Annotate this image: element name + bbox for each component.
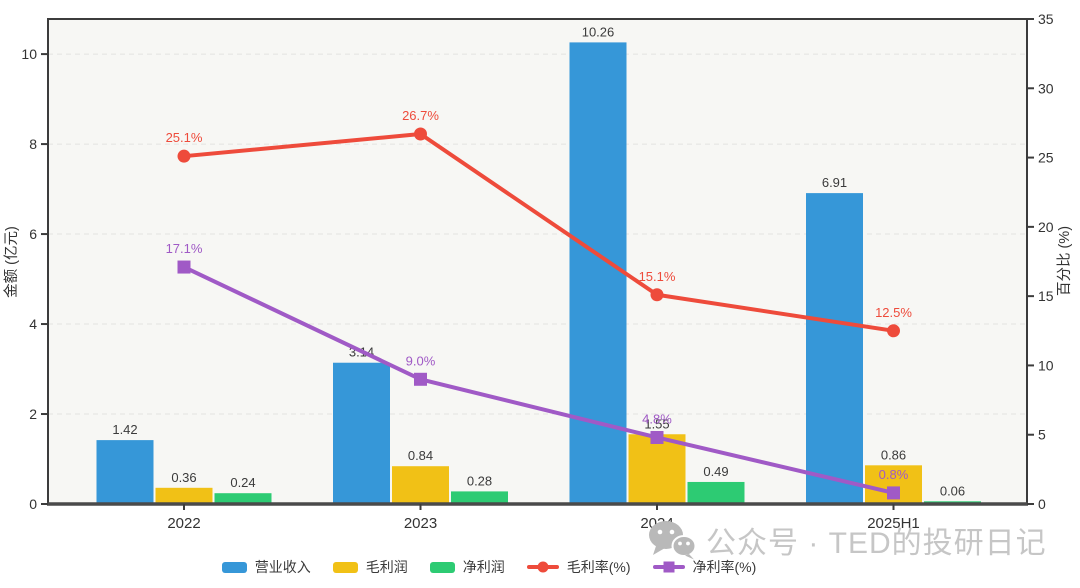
- legend-label: 净利润: [462, 559, 505, 575]
- chart-legend: 营业收入 毛利润 净利润 毛利率(%) 净利率(%): [0, 557, 1080, 577]
- marker-square: [650, 430, 664, 444]
- right-tick-label: 30: [1038, 80, 1054, 96]
- bar-value-label: 0.28: [467, 473, 492, 488]
- legend-label: 毛利润: [365, 559, 408, 575]
- legend-label: 营业收入: [254, 559, 311, 575]
- legend-swatch: [221, 561, 247, 573]
- right-tick-label: 15: [1038, 288, 1054, 304]
- line-value-label: 0.8%: [879, 467, 909, 482]
- left-tick-label: 6: [29, 226, 37, 242]
- bar-营业收入-2023: [333, 362, 390, 504]
- marker-square: [414, 372, 427, 386]
- bar-value-label: 0.49: [703, 464, 728, 479]
- legend-line-swatch: [526, 560, 559, 574]
- right-tick-label: 5: [1038, 427, 1046, 443]
- right-tick-label: 25: [1038, 150, 1054, 166]
- bar-毛利润-2022: [155, 487, 213, 504]
- bar-value-label: 0.06: [940, 483, 965, 498]
- legend-marker-square: [663, 561, 674, 573]
- legend-line-swatch: [652, 560, 685, 574]
- bar-净利润-2022: [214, 493, 272, 504]
- x-tick-label: 2022: [167, 515, 200, 532]
- right-tick-label: 20: [1038, 219, 1054, 235]
- right-tick-label: 10: [1038, 357, 1054, 373]
- bar-value-label: 1.42: [112, 422, 137, 437]
- right-tick-label: 0: [1038, 496, 1046, 512]
- bar-毛利润-2024: [628, 434, 686, 504]
- bar-value-label: 0.36: [171, 470, 196, 485]
- bar-净利润-2023: [451, 491, 508, 504]
- right-axis-title: 百分比 (%): [1056, 226, 1073, 296]
- left-tick-label: 0: [29, 496, 37, 512]
- x-tick-label: 2025H1: [867, 515, 920, 532]
- marker-circle: [650, 288, 664, 302]
- line-净利率(%): [183, 265, 894, 495]
- bar-净利润-2024: [687, 481, 745, 504]
- line-value-label: 17.1%: [166, 241, 203, 256]
- bar-value-label: 0.86: [881, 447, 906, 462]
- left-tick-label: 4: [29, 316, 37, 332]
- legend-label: 净利率(%): [692, 559, 757, 575]
- right-tick-label: 35: [1038, 11, 1054, 27]
- bar-毛利润-2023: [392, 466, 449, 504]
- legend-item-净利率(%): 净利率(%): [652, 557, 757, 577]
- bar-value-label: 1.55: [644, 416, 669, 431]
- bar-营业收入-2022: [96, 440, 154, 504]
- bar-value-label: 6.91: [822, 175, 847, 190]
- line-value-label: 4.8%: [642, 411, 672, 426]
- left-tick-label: 8: [29, 136, 37, 152]
- line-value-label: 15.1%: [639, 269, 676, 284]
- line-毛利率(%): [183, 132, 894, 333]
- left-tick-label: 2: [29, 406, 37, 422]
- marker-square: [177, 260, 191, 274]
- legend-swatch: [332, 561, 358, 573]
- legend-item-毛利润: 毛利润: [332, 557, 408, 577]
- marker-circle: [414, 127, 427, 141]
- left-axis-title: 金额 (亿元): [3, 226, 20, 298]
- bar-营业收入-2024: [569, 42, 627, 505]
- bar-value-label: 0.24: [230, 475, 255, 490]
- bar-value-label: 10.26: [582, 24, 615, 39]
- line-value-label: 26.7%: [402, 108, 439, 123]
- legend-marker-circle: [537, 561, 549, 573]
- legend-label: 毛利率(%): [566, 559, 631, 575]
- marker-square: [887, 486, 900, 500]
- watermark-text: 公众号 · TED的投研日记: [706, 527, 1047, 560]
- watermark: 公众号 · TED的投研日记: [648, 518, 1047, 562]
- legend-item-毛利率(%): 毛利率(%): [526, 557, 631, 577]
- x-tick-label: 2023: [404, 515, 437, 532]
- line-value-label: 25.1%: [166, 130, 203, 145]
- marker-circle: [177, 149, 191, 163]
- legend-item-净利润: 净利润: [429, 557, 505, 577]
- wechat-icon: [649, 521, 696, 560]
- bar-value-label: 0.84: [408, 448, 433, 463]
- legend-swatch: [429, 561, 455, 573]
- marker-circle: [887, 324, 900, 338]
- bar-营业收入-2025H1: [806, 193, 863, 504]
- plot-area: [48, 19, 1027, 504]
- left-tick-label: 10: [21, 46, 37, 62]
- legend-item-营业收入: 营业收入: [221, 557, 311, 577]
- line-value-label: 9.0%: [406, 353, 436, 368]
- line-value-label: 12.5%: [875, 305, 912, 320]
